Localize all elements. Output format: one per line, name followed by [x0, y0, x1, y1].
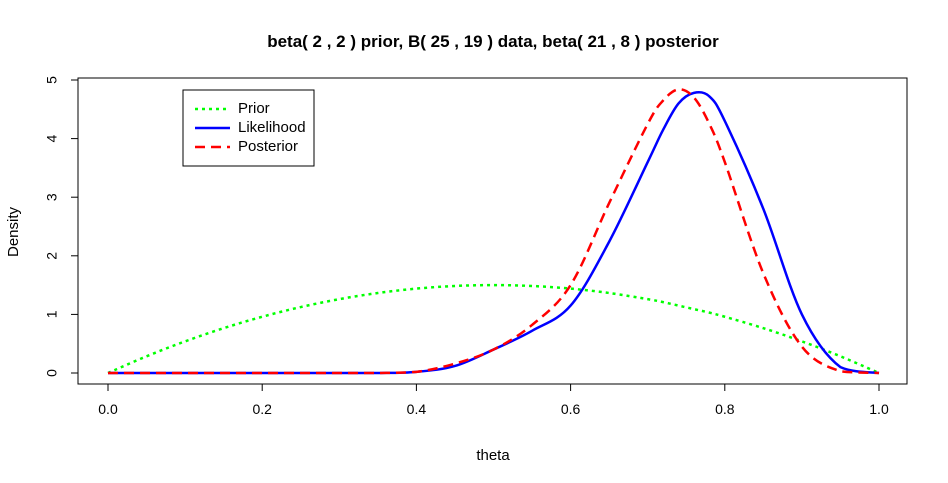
- y-tick-label: 2: [44, 252, 60, 260]
- series-line-likelihood: [108, 91, 880, 375]
- x-tick-label: 0.6: [561, 401, 581, 417]
- x-axis: 0.0 0.2 0.4 0.6 0.8 1.0: [98, 383, 889, 417]
- y-tick-label: 4: [44, 134, 60, 142]
- chart-title: beta( 2 , 2 ) prior, B( 25 , 19 ) data, …: [267, 32, 719, 51]
- x-tick-label: 1.0: [869, 401, 889, 417]
- y-axis-label: Density: [5, 206, 22, 257]
- x-tick-label: 0.8: [715, 401, 735, 417]
- series-line-prior: [107, 283, 880, 375]
- legend-label-likelihood: Likelihood: [238, 119, 306, 136]
- y-axis: 0 1 2 3 4 5: [44, 76, 79, 377]
- series-layer: [107, 88, 880, 375]
- y-tick-label: 3: [44, 193, 60, 201]
- legend-label-prior: Prior: [238, 100, 270, 117]
- legend-label-posterior: Posterior: [238, 138, 298, 155]
- x-tick-label: 0.0: [98, 401, 118, 417]
- x-axis-label: theta: [476, 447, 510, 464]
- x-tick-label: 0.2: [252, 401, 272, 417]
- y-tick-label: 1: [44, 310, 60, 318]
- y-tick-label: 0: [44, 369, 60, 377]
- x-tick-label: 0.4: [407, 401, 427, 417]
- legend: Prior Likelihood Posterior: [182, 89, 315, 167]
- y-tick-label: 5: [44, 76, 60, 84]
